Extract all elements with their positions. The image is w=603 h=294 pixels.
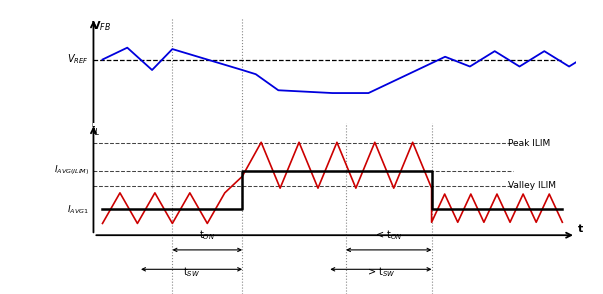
- Text: t$_{SW}$: t$_{SW}$: [183, 265, 200, 279]
- Text: Peak ILIM: Peak ILIM: [508, 139, 551, 148]
- Text: i$_{L}$: i$_{L}$: [91, 125, 101, 138]
- Text: V$_{REF}$: V$_{REF}$: [67, 53, 89, 66]
- Text: V$_{FB}$: V$_{FB}$: [91, 19, 111, 33]
- Text: I$_{AVG1}$: I$_{AVG1}$: [67, 203, 89, 216]
- Text: Valley ILIM: Valley ILIM: [508, 181, 556, 190]
- Text: I$_{AVG(ILIM)}$: I$_{AVG(ILIM)}$: [54, 164, 89, 177]
- Text: < t$_{ON}$: < t$_{ON}$: [375, 228, 402, 242]
- Text: > t$_{SW}$: > t$_{SW}$: [367, 265, 395, 279]
- Text: t$_{ON}$: t$_{ON}$: [199, 228, 215, 242]
- Text: t: t: [578, 224, 583, 234]
